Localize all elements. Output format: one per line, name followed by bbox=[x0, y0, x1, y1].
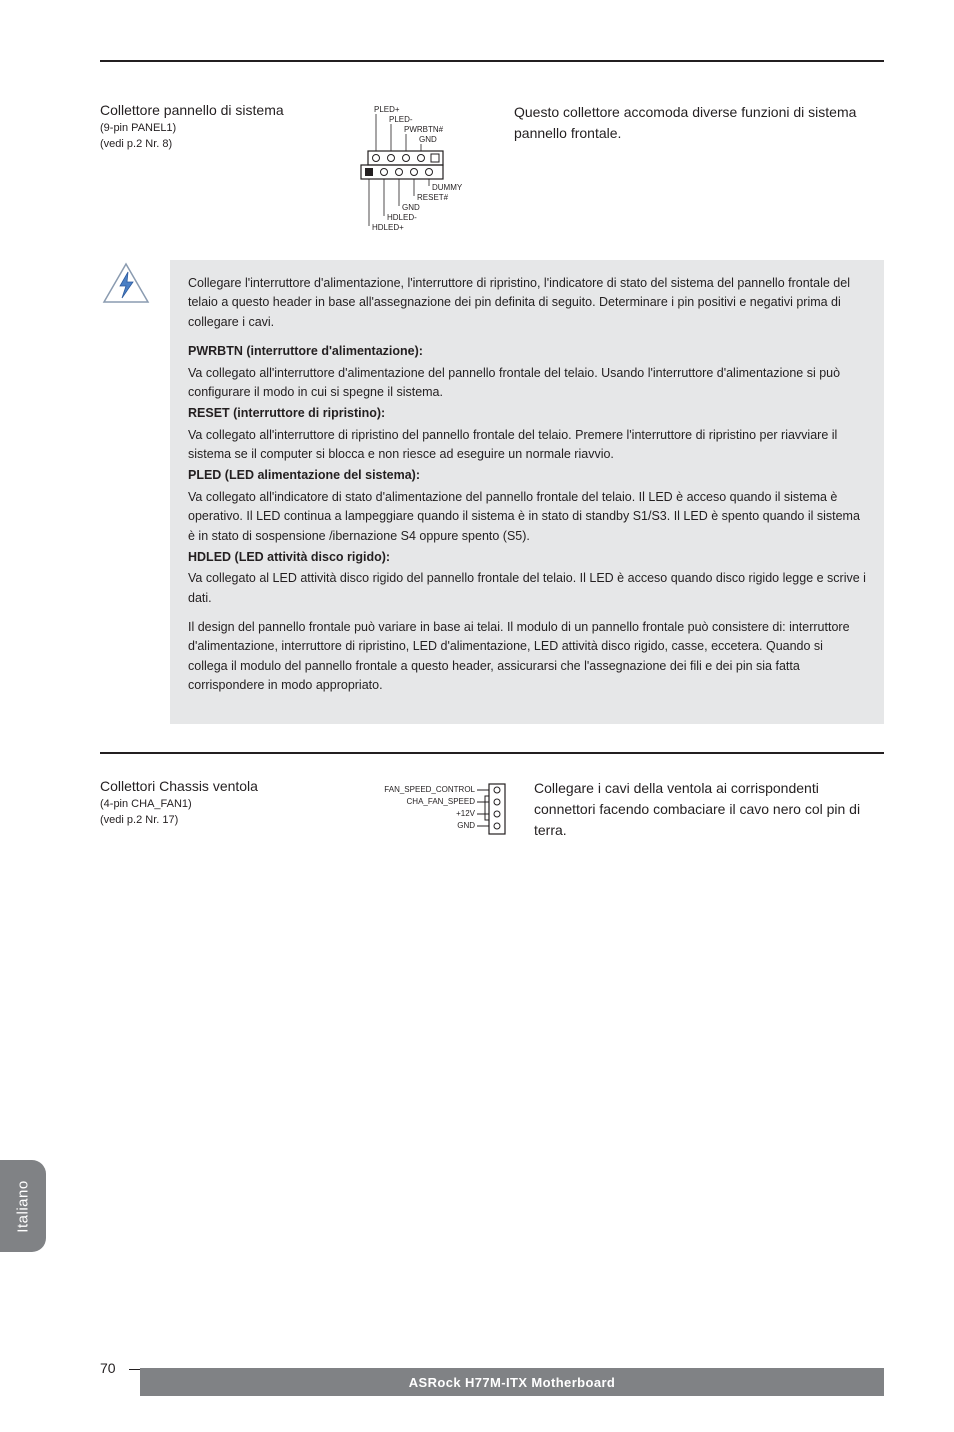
svg-text:PLED-: PLED- bbox=[389, 115, 413, 124]
svg-text:PLED+: PLED+ bbox=[374, 105, 400, 114]
page-container: Collettore pannello di sistema (9-pin PA… bbox=[0, 0, 954, 1432]
info-p5: Il design del pannello frontale può vari… bbox=[188, 618, 866, 696]
section2-sub2: (vedi p.2 Nr. 17) bbox=[100, 814, 320, 826]
section1-right-text: Questo collettore accomoda diverse funzi… bbox=[514, 102, 884, 144]
footer-bar: ASRock H77M-ITX Motherboard bbox=[140, 1368, 884, 1396]
svg-text:GND: GND bbox=[419, 135, 437, 144]
top-rule bbox=[100, 60, 884, 62]
page-number: 70 bbox=[100, 1360, 116, 1376]
section-panel-connector: Collettore pannello di sistema (9-pin PA… bbox=[100, 102, 884, 232]
info-p2: Va collegato all'interruttore di riprist… bbox=[188, 426, 866, 465]
fan-diagram-wrap: FAN_SPEED_CONTROL CHA_FAN_SPEED +12V GND bbox=[332, 778, 522, 838]
svg-text:HDLED-: HDLED- bbox=[387, 213, 417, 222]
footer-text: ASRock H77M-ITX Motherboard bbox=[409, 1375, 616, 1390]
info-text-panel: Collegare l'interruttore d'alimentazione… bbox=[170, 260, 884, 724]
info-h4: HDLED (LED attività disco rigido): bbox=[188, 548, 866, 567]
section1-sub1: (9-pin PANEL1) bbox=[100, 122, 320, 134]
info-h2: RESET (interruttore di ripristino): bbox=[188, 404, 866, 423]
mid-rule bbox=[100, 752, 884, 754]
svg-text:GND: GND bbox=[457, 821, 475, 830]
panel-diagram: PLED+ PLED- PWRBTN# GND bbox=[342, 102, 492, 232]
info-p1: Va collegato all'interruttore d'alimenta… bbox=[188, 364, 866, 403]
info-h1: PWRBTN (interruttore d'alimentazione): bbox=[188, 342, 866, 361]
section1-left: Collettore pannello di sistema (9-pin PA… bbox=[100, 102, 320, 154]
section2-left: Collettori Chassis ventola (4-pin CHA_FA… bbox=[100, 778, 320, 830]
info-block: Collegare l'interruttore d'alimentazione… bbox=[100, 260, 884, 724]
svg-text:FAN_SPEED_CONTROL: FAN_SPEED_CONTROL bbox=[384, 785, 475, 794]
language-tab-label: Italiano bbox=[15, 1180, 32, 1232]
svg-text:RESET#: RESET# bbox=[417, 193, 449, 202]
info-h3: PLED (LED alimentazione del sistema): bbox=[188, 466, 866, 485]
info-p3: Va collegato all'indicatore di stato d'a… bbox=[188, 488, 866, 546]
svg-text:PWRBTN#: PWRBTN# bbox=[404, 125, 444, 134]
info-p4: Va collegato al LED attività disco rigid… bbox=[188, 569, 866, 608]
language-tab: Italiano bbox=[0, 1160, 46, 1252]
svg-text:GND: GND bbox=[402, 203, 420, 212]
svg-text:+12V: +12V bbox=[456, 809, 476, 818]
section-fan-connector: Collettori Chassis ventola (4-pin CHA_FA… bbox=[100, 778, 884, 841]
fan-diagram: FAN_SPEED_CONTROL CHA_FAN_SPEED +12V GND bbox=[337, 782, 517, 838]
lightning-icon bbox=[100, 260, 152, 312]
section2-sub1: (4-pin CHA_FAN1) bbox=[100, 798, 320, 810]
panel-diagram-wrap: PLED+ PLED- PWRBTN# GND bbox=[332, 102, 502, 232]
section1-sub2: (vedi p.2 Nr. 8) bbox=[100, 138, 320, 150]
svg-text:HDLED+: HDLED+ bbox=[372, 223, 404, 232]
warning-icon-wrap bbox=[100, 260, 152, 724]
section1-title: Collettore pannello di sistema bbox=[100, 102, 320, 118]
info-intro: Collegare l'interruttore d'alimentazione… bbox=[188, 274, 866, 332]
svg-text:CHA_FAN_SPEED: CHA_FAN_SPEED bbox=[407, 797, 476, 806]
section2-title: Collettori Chassis ventola bbox=[100, 778, 320, 794]
section2-right-text: Collegare i cavi della ventola ai corris… bbox=[534, 778, 884, 841]
svg-text:DUMMY: DUMMY bbox=[432, 183, 463, 192]
